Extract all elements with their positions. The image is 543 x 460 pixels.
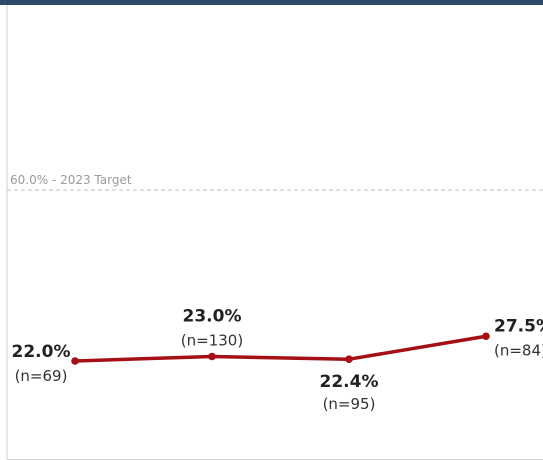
data-point (345, 355, 353, 364)
data-label-count: (n=130) (181, 332, 243, 350)
data-label-count: (n=84) (494, 341, 543, 359)
data-point (482, 332, 490, 341)
header-bar (0, 0, 543, 5)
data-points: 22.0% (n=69) 23.0% (n=130) 22.4% (n=95) 27.5% (… (12, 307, 543, 414)
data-label-percent: 27.5% (494, 316, 543, 336)
data-label-percent: 22.0% (12, 342, 71, 362)
data-point (71, 357, 79, 365)
data-label-percent: 23.0% (183, 307, 242, 327)
series-line (73, 334, 488, 363)
target-reference-label: 60.0% - 2023 Target (10, 173, 132, 187)
data-label-count: (n=95) (323, 395, 376, 413)
data-label-count: (n=69) (15, 367, 68, 385)
data-label-percent: 22.4% (320, 372, 379, 392)
data-point (208, 352, 216, 361)
